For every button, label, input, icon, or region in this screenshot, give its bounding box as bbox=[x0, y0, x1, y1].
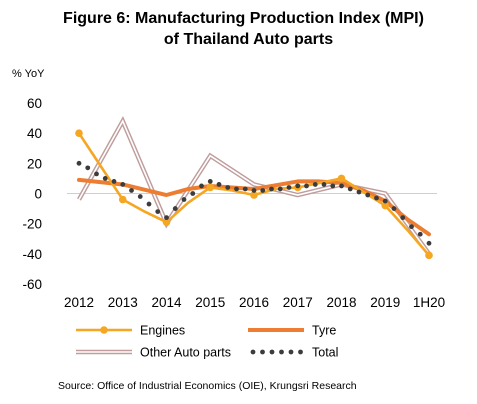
data-point bbox=[251, 188, 257, 193]
data-point bbox=[216, 182, 222, 187]
data-point bbox=[409, 224, 414, 230]
y-axis-ticks: 60 40 20 0 -20 -40 -60 bbox=[22, 96, 42, 292]
legend-item-engines: Engines bbox=[76, 324, 185, 338]
data-point bbox=[295, 183, 301, 189]
data-point bbox=[102, 176, 108, 181]
series-total bbox=[76, 160, 432, 246]
data-point bbox=[146, 201, 152, 207]
y-tick-label: -20 bbox=[22, 217, 42, 232]
series-layer bbox=[75, 115, 433, 260]
data-point bbox=[260, 188, 266, 193]
legend-dot bbox=[250, 349, 256, 355]
x-tick-label: 2017 bbox=[283, 295, 313, 310]
legend-dot bbox=[279, 349, 284, 355]
legend-item-other-auto-parts: Other Auto parts bbox=[76, 346, 231, 360]
chart-title: Figure 6: Manufacturing Production Index… bbox=[0, 8, 477, 50]
data-point bbox=[199, 183, 204, 189]
data-point bbox=[356, 189, 362, 195]
series-other-auto-parts bbox=[77, 115, 431, 256]
data-point bbox=[137, 194, 143, 199]
source-note: Source: Office of Industrial Economics (… bbox=[58, 380, 357, 392]
legend-dot bbox=[269, 349, 275, 355]
data-point bbox=[172, 206, 178, 211]
data-point bbox=[339, 183, 344, 189]
legend-label: Other Auto parts bbox=[140, 346, 231, 360]
y-tick-label: 60 bbox=[27, 96, 42, 111]
data-point bbox=[94, 171, 99, 177]
x-tick-label: 2014 bbox=[151, 295, 182, 310]
data-point bbox=[155, 209, 161, 215]
data-point bbox=[206, 183, 215, 192]
data-point bbox=[417, 231, 423, 237]
data-point bbox=[400, 215, 406, 221]
data-point bbox=[76, 160, 82, 166]
series-line-inner bbox=[78, 119, 430, 255]
chart-title-line-2: of Thailand Auto parts bbox=[163, 31, 334, 48]
y-tick-label: -60 bbox=[22, 277, 42, 292]
series-line bbox=[77, 177, 431, 237]
x-tick-label: 2019 bbox=[370, 295, 400, 310]
data-point bbox=[330, 183, 336, 189]
data-point bbox=[164, 215, 169, 221]
data-point bbox=[391, 206, 397, 211]
legend-item-tyre: Tyre bbox=[248, 324, 336, 338]
data-point bbox=[426, 240, 432, 246]
legend-label: Engines bbox=[140, 324, 185, 338]
data-point bbox=[277, 186, 283, 192]
x-tick-label: 2015 bbox=[195, 295, 225, 310]
data-point bbox=[207, 179, 213, 184]
series-tyre bbox=[77, 177, 431, 237]
data-point bbox=[382, 198, 388, 204]
legend-dot bbox=[288, 349, 294, 355]
series-engines bbox=[75, 129, 433, 260]
data-point bbox=[381, 201, 390, 210]
data-point bbox=[75, 129, 83, 137]
data-point bbox=[337, 174, 346, 183]
data-point bbox=[129, 188, 134, 193]
data-point bbox=[85, 165, 91, 171]
data-point bbox=[234, 186, 239, 192]
data-point bbox=[118, 195, 127, 204]
data-point bbox=[374, 195, 379, 201]
legend: Engines Tyre Other Auto parts Total bbox=[76, 324, 338, 360]
data-point bbox=[181, 197, 187, 202]
data-point bbox=[304, 183, 309, 189]
x-tick-label: 2016 bbox=[239, 295, 269, 310]
legend-item-total: Total bbox=[250, 346, 338, 360]
data-point bbox=[225, 185, 231, 190]
data-point bbox=[250, 191, 258, 199]
data-point bbox=[321, 182, 327, 187]
data-point bbox=[365, 192, 371, 198]
x-tick-label: 2018 bbox=[326, 295, 356, 310]
data-point bbox=[190, 191, 196, 196]
x-axis-ticks: 2012 2013 2014 2015 2016 2017 2018 2019 1H20 bbox=[64, 295, 445, 310]
y-tick-label: 40 bbox=[27, 126, 42, 141]
y-tick-label: -40 bbox=[22, 247, 42, 262]
legend-label: Tyre bbox=[312, 324, 336, 338]
x-tick-label: 1H20 bbox=[413, 295, 445, 310]
data-point bbox=[242, 186, 248, 192]
legend-dot bbox=[260, 349, 265, 355]
data-point bbox=[111, 179, 117, 184]
legend-marker bbox=[100, 326, 108, 334]
data-point bbox=[347, 186, 353, 192]
y-tick-label: 20 bbox=[27, 156, 42, 171]
legend-dot bbox=[298, 349, 303, 355]
x-tick-label: 2013 bbox=[108, 295, 138, 310]
data-point bbox=[312, 182, 318, 187]
data-point bbox=[269, 186, 274, 192]
data-point bbox=[162, 218, 171, 226]
chart-title-line-1: Figure 6: Manufacturing Production Index… bbox=[63, 10, 424, 27]
y-axis-unit-label: % YoY bbox=[12, 68, 45, 80]
data-point bbox=[120, 182, 126, 187]
data-point bbox=[286, 185, 292, 190]
legend-label: Total bbox=[312, 346, 338, 360]
data-point bbox=[425, 251, 433, 260]
y-tick-label: 0 bbox=[34, 187, 42, 202]
x-tick-label: 2012 bbox=[64, 295, 94, 310]
